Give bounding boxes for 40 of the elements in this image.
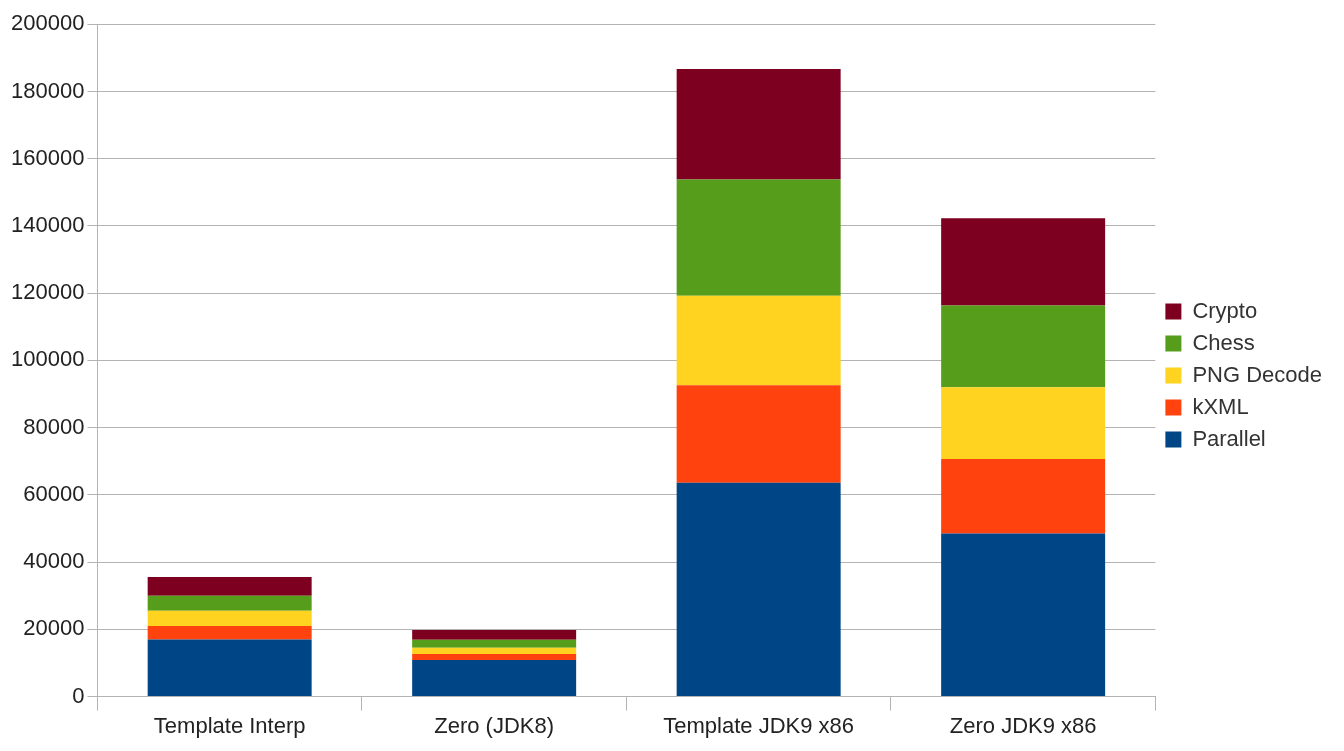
bar [147,626,312,640]
legend-label: kXML [1192,393,1249,419]
y-tick-label: 120000 [10,279,85,305]
bar [412,647,577,654]
x-tick-label: Zero (JDK8) [434,712,555,738]
bar [412,639,577,648]
bar [941,387,1106,459]
bar [412,653,577,660]
bar [676,482,841,697]
y-tick-label: 0 [72,682,85,708]
bar [941,218,1106,306]
y-tick-label: 140000 [10,211,85,237]
bar [147,639,312,697]
bar [147,610,312,626]
bar [676,68,841,180]
y-tick-label: 20000 [23,615,85,641]
bar [941,533,1106,697]
legend-label: Parallel [1192,425,1266,451]
y-tick-label: 80000 [23,413,85,439]
legend-label: Crypto [1192,297,1258,323]
y-tick-label: 180000 [10,77,85,103]
x-tick-label: Zero JDK9 x86 [949,712,1097,738]
bar [147,595,312,611]
bar [412,630,577,640]
legend-label: Chess [1192,329,1255,355]
y-tick-label: 160000 [10,144,85,170]
bar [941,305,1106,388]
bar [676,295,841,386]
legend-label: PNG Decode [1192,361,1323,387]
y-tick-label: 60000 [23,480,85,506]
bar [676,179,841,296]
bar [676,385,841,483]
bar [412,659,577,697]
bar [941,458,1106,534]
y-tick-label: 40000 [23,548,85,574]
bar [147,576,312,596]
x-tick-label: Template JDK9 x86 [663,712,855,738]
x-tick-label: Template Interp [153,712,306,738]
y-tick-label: 100000 [10,346,85,372]
y-tick-label: 200000 [10,10,85,36]
